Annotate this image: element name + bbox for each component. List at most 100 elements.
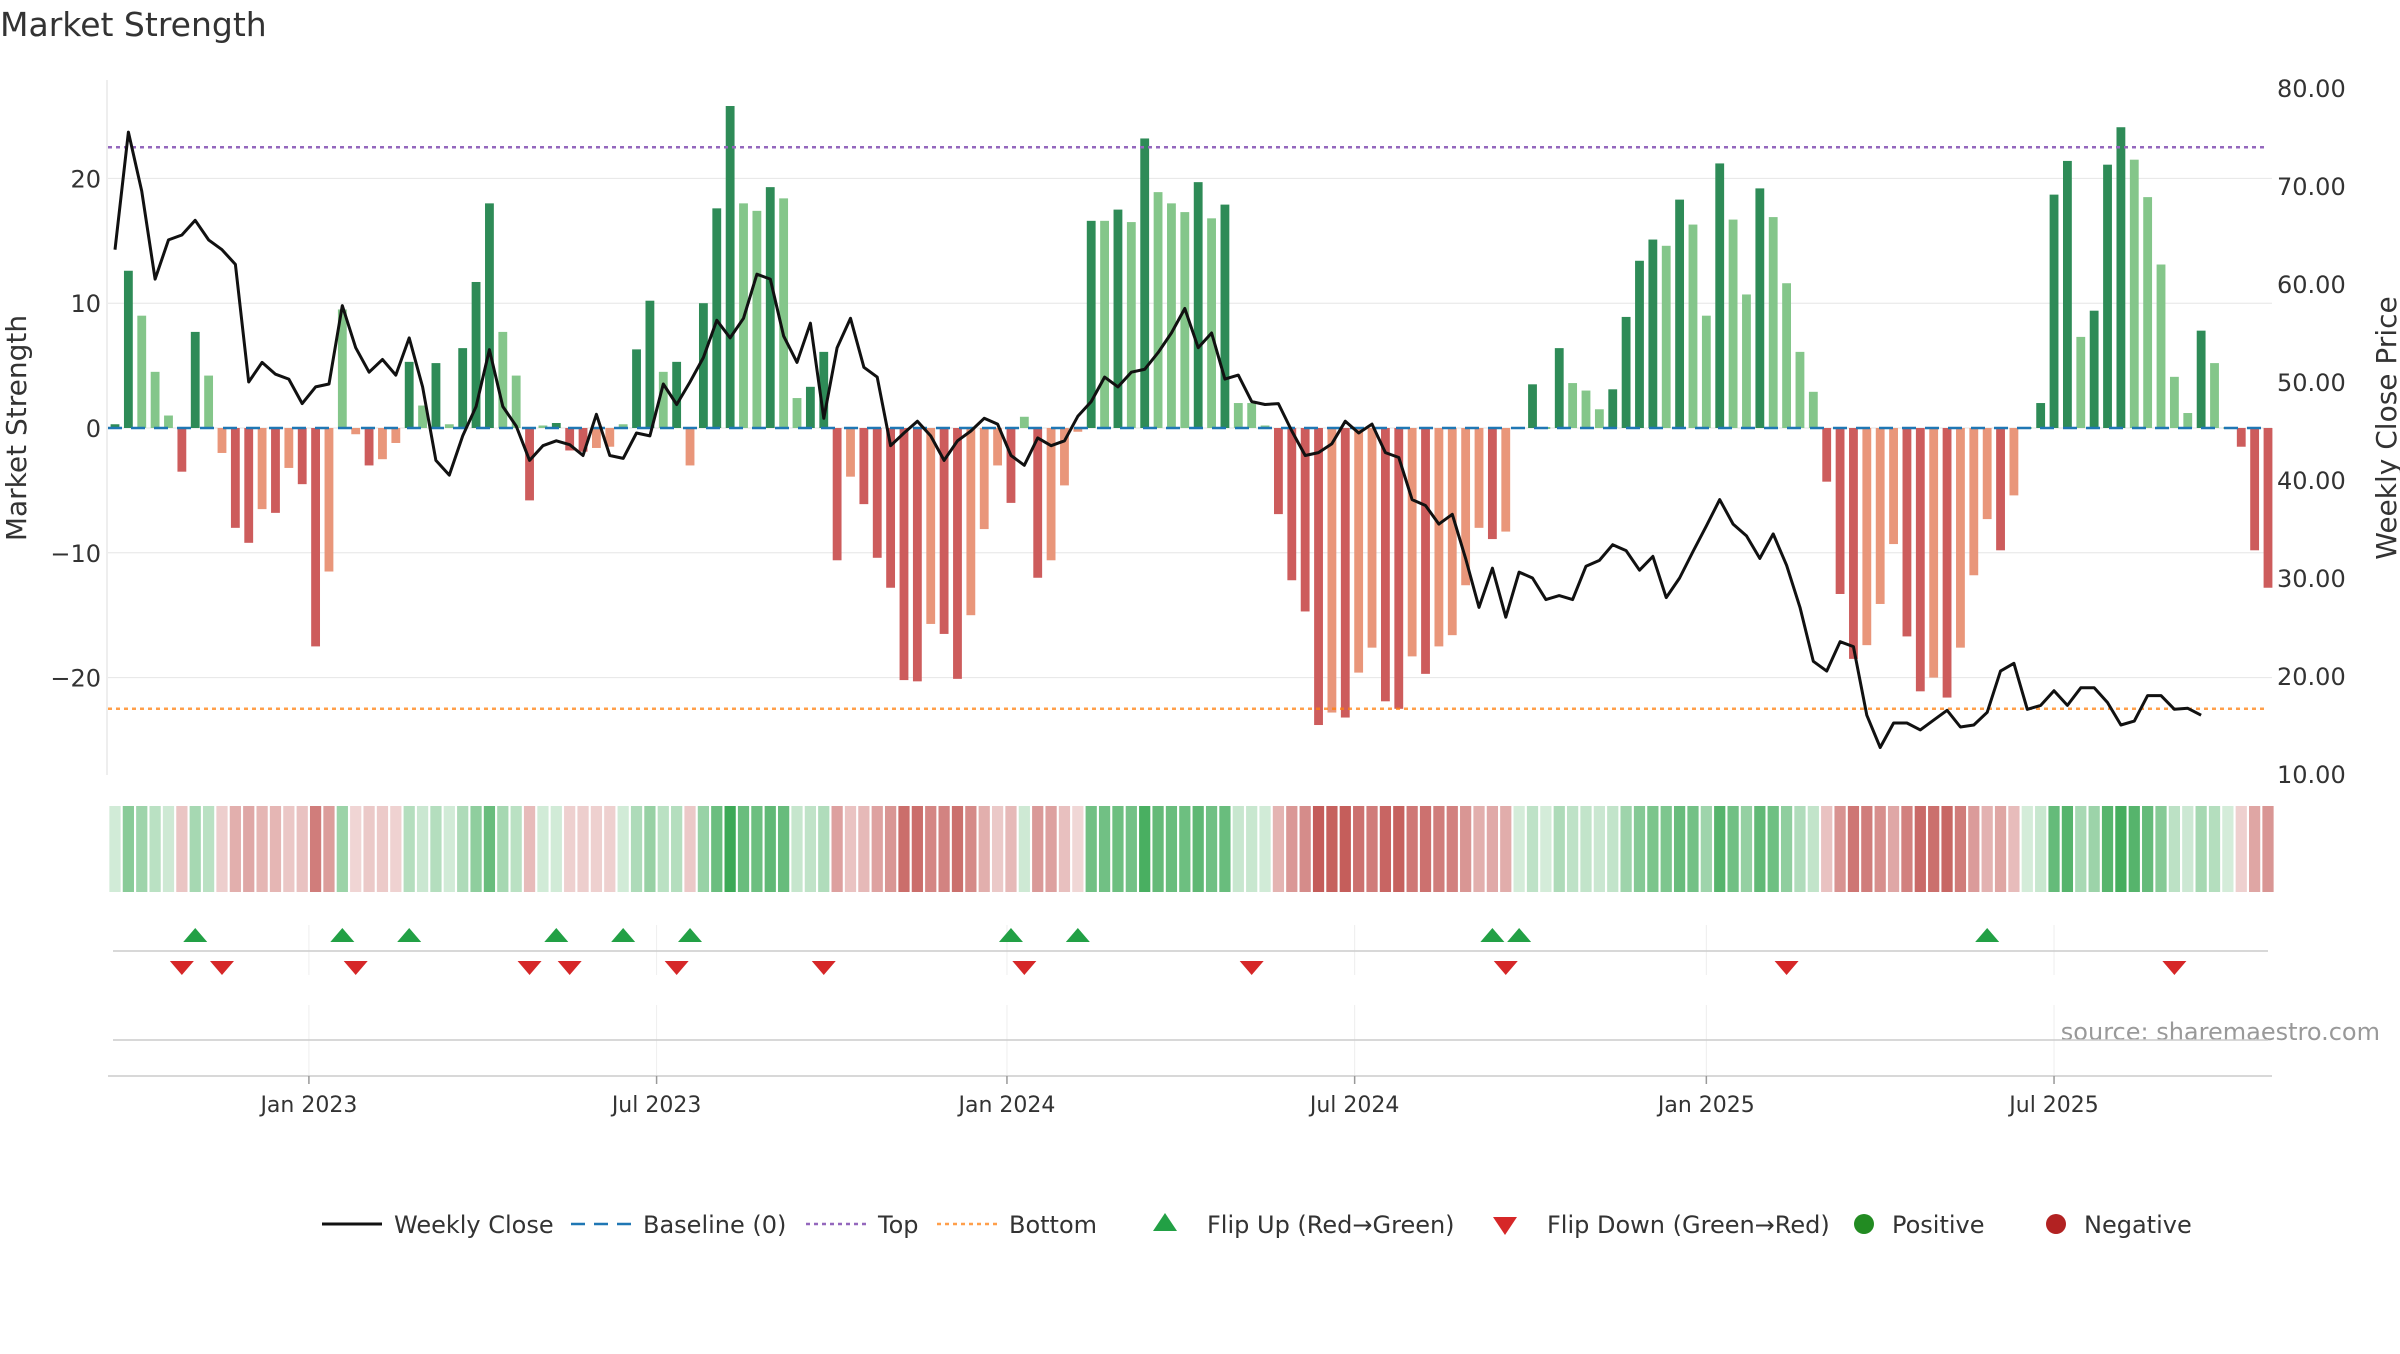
strength-bar [1808, 391, 1818, 428]
heat-cell [1165, 806, 1178, 892]
y-tick-label: 10 [70, 290, 101, 318]
strength-bar [1207, 218, 1216, 428]
heat-cell [216, 806, 228, 892]
heat-cell [1339, 806, 1351, 892]
heat-cell [697, 806, 710, 892]
strength-bar [1915, 428, 1925, 692]
legend-item-circle-pos: Positive [1854, 1211, 1985, 1239]
strength-bar [1367, 428, 1377, 648]
heat-cell [898, 806, 910, 892]
strength-bar [1528, 384, 1537, 428]
flip-down-marker [169, 961, 194, 975]
heat-cell [1353, 806, 1365, 892]
heat-cell [938, 806, 950, 892]
flip-up-marker [1480, 928, 1505, 942]
heat-cell [189, 806, 201, 892]
strength-bar [1742, 294, 1751, 428]
heat-cell [1727, 806, 1739, 892]
flip-down-marker [343, 961, 368, 975]
heat-cell [243, 806, 255, 892]
flip-down-marker [517, 961, 542, 975]
heat-cell [1473, 806, 1485, 892]
strength-bar [1474, 428, 1484, 528]
heat-cell [323, 806, 335, 892]
heat-cell [1246, 806, 1258, 892]
heat-cell [2035, 806, 2047, 892]
strength-bar [404, 361, 414, 428]
heat-cell [1152, 806, 1164, 892]
heat-cell [1928, 806, 1940, 892]
strength-bar [1340, 428, 1350, 718]
heat-cell [1486, 806, 1499, 892]
heat-cell [1045, 806, 1057, 892]
y2-axis-label: Weekly Close Price [2370, 296, 2400, 559]
flip-up-marker [611, 928, 636, 942]
strength-bar [351, 428, 361, 435]
strength-bar [164, 415, 173, 428]
heat-cell [1366, 806, 1378, 892]
heat-cell [550, 806, 562, 892]
heat-cell [1754, 806, 1766, 892]
strength-bar [578, 428, 588, 452]
strength-bar [1889, 428, 1898, 545]
strength-bar [1407, 428, 1417, 657]
heat-cell [1700, 806, 1712, 892]
y2-tick-label: 60.00 [2277, 271, 2346, 299]
heat-cell [1620, 806, 1632, 892]
strength-bar [1394, 428, 1404, 709]
heat-cell [1286, 806, 1298, 892]
flip-up-marker [1507, 928, 1532, 942]
strength-bar [1327, 428, 1337, 713]
x-tick-label: Jan 2024 [957, 1093, 1056, 1118]
heat-cell [497, 806, 509, 892]
legend: Weekly Close Baseline (0) Top Bottom Flip Up… [322, 1211, 2192, 1239]
strength-bar [190, 331, 200, 428]
heat-cell [737, 806, 750, 892]
strength-bar [872, 428, 882, 558]
strength-bar [1434, 428, 1444, 647]
heat-cell [2128, 806, 2140, 892]
flip-down-marker [2162, 961, 2187, 975]
strength-bar [1982, 428, 1992, 520]
heat-cell [430, 806, 442, 892]
strength-bar [1635, 260, 1644, 428]
strength-bar [592, 428, 601, 448]
strength-bar [2036, 403, 2046, 428]
heat-cell [1299, 806, 1311, 892]
strength-bar [939, 428, 949, 634]
strength-bar [2236, 428, 2246, 447]
weekly-close-series [113, 130, 2202, 749]
heat-cell [2021, 806, 2033, 892]
legend-swatch-positive [1854, 1214, 1874, 1234]
x-tick-label: Jan 2023 [258, 1093, 357, 1118]
heat-cell [858, 806, 870, 892]
heat-cell [764, 806, 776, 892]
heat-cell [1780, 806, 1793, 892]
strength-bar [2049, 194, 2059, 428]
heat-cell [965, 806, 977, 892]
axis-ticks: 20 10 0 −10 −20 80.00 70.00 60.00 50.00 40.00 30.0… [50, 75, 2345, 789]
strength-bar [712, 208, 722, 428]
heat-cell [1446, 806, 1458, 892]
strength-bar [1795, 351, 1805, 428]
strength-bar [525, 428, 534, 501]
strength-bar [177, 428, 187, 472]
heat-cell [1460, 806, 1472, 892]
heat-cell [229, 806, 241, 892]
heat-cell [1633, 806, 1646, 892]
strength-bar [2009, 428, 2019, 496]
heat-cell [1112, 806, 1124, 892]
heat-cell [1647, 806, 1659, 892]
strength-bar [1875, 428, 1885, 604]
heat-cell [2195, 806, 2207, 892]
heat-cell [1968, 806, 1980, 892]
y-tick-label: −20 [50, 665, 101, 693]
heat-cell [925, 806, 937, 892]
heat-cell [523, 806, 536, 892]
strength-bar [2076, 336, 2086, 428]
heat-cell [1807, 806, 1819, 892]
strength-bar [979, 428, 989, 530]
heat-cell [564, 806, 576, 892]
strength-bar [324, 428, 334, 572]
strength-bar [1113, 209, 1123, 428]
